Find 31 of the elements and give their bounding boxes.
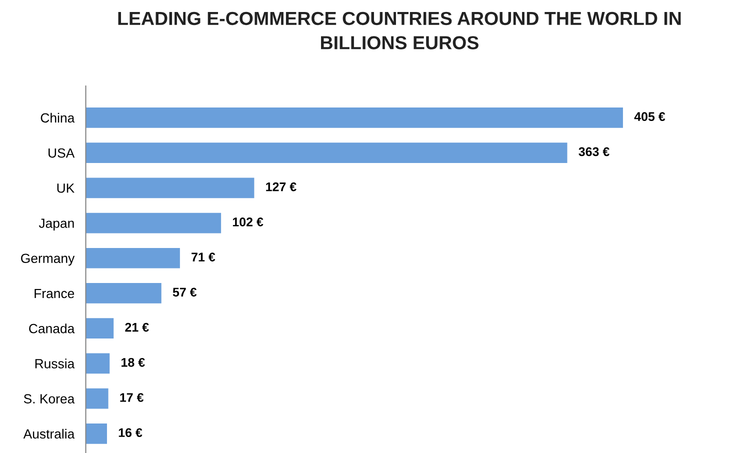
y-tick-label: China bbox=[40, 112, 75, 123]
bar bbox=[86, 424, 107, 444]
bar bbox=[86, 248, 180, 268]
bar bbox=[86, 318, 114, 339]
y-tick-label: France bbox=[34, 288, 74, 298]
data-label: 21 € bbox=[125, 322, 149, 332]
y-tick-label: Japan bbox=[38, 218, 74, 231]
y-tick-label: Canada bbox=[29, 324, 75, 334]
bar bbox=[86, 353, 110, 374]
y-tick-label: Russia bbox=[35, 358, 75, 368]
y-tick-label: S. Korea bbox=[24, 394, 75, 404]
data-label: 71 € bbox=[192, 252, 216, 262]
bar bbox=[86, 142, 568, 163]
data-label: 16 € bbox=[118, 428, 142, 438]
data-label: 405 € bbox=[634, 112, 666, 122]
bar bbox=[86, 388, 108, 409]
bar bbox=[86, 178, 254, 198]
data-label: 363 € bbox=[578, 147, 610, 156]
data-label: 18 € bbox=[122, 358, 145, 367]
bar bbox=[86, 283, 162, 304]
y-tick-label: Germany bbox=[21, 254, 75, 266]
bar bbox=[86, 107, 623, 128]
data-label: 17 € bbox=[120, 393, 144, 402]
data-label: 102 € bbox=[232, 218, 264, 226]
y-tick-label: Australia bbox=[23, 428, 75, 439]
chart-title: LEADING E-COMMERCE COUNTRIES AROUND THE WORLD IN BILLIONS EUROS bbox=[118, 12, 681, 50]
bar bbox=[86, 212, 222, 234]
y-tick-label: UK bbox=[57, 184, 74, 193]
y-tick-label: USA bbox=[48, 148, 75, 158]
data-label: 127 € bbox=[266, 182, 296, 192]
data-label: 57 € bbox=[172, 288, 197, 297]
